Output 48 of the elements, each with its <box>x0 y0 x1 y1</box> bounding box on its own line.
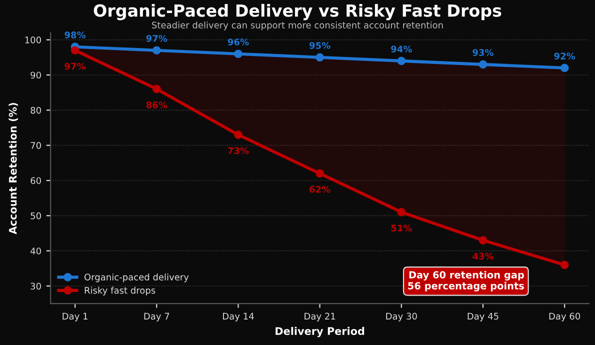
x-tick-label: Day 45 <box>468 312 498 322</box>
legend-label: Risky fast drops <box>84 286 156 296</box>
data-label: 97% <box>146 35 168 42</box>
y-tick-label: 70 <box>30 142 41 149</box>
x-tick-label: Day 7 <box>144 312 170 322</box>
legend-label: Organic-paced delivery <box>84 273 189 282</box>
x-tick-label: Day 30 <box>386 312 417 322</box>
point <box>478 60 488 69</box>
x-tick-label: Day 60 <box>549 312 580 322</box>
data-label: 96% <box>228 38 249 46</box>
y-tick-label: 60 <box>30 177 41 184</box>
x-axis-title: Delivery Period <box>276 326 364 338</box>
x-tick-label: Day 14 <box>223 312 254 322</box>
point <box>316 53 324 62</box>
data-label: 95% <box>309 42 330 49</box>
data-label: 98% <box>64 32 86 38</box>
chart-subtitle: Steadier delivery can support more consistent account retention <box>152 22 443 30</box>
annotation: Day 60 retention gap 56 percentage points <box>408 270 524 292</box>
y-tick-label: 80 <box>30 106 41 114</box>
x-tick-label: Day 1 <box>62 312 88 322</box>
point <box>152 84 161 94</box>
data-label: 86% <box>146 102 168 108</box>
data-label: 93% <box>472 49 494 56</box>
data-label: 97% <box>64 62 86 70</box>
point <box>70 46 80 55</box>
point <box>234 130 242 139</box>
point <box>560 260 569 270</box>
point <box>397 208 406 216</box>
point <box>560 64 569 72</box>
data-label: 73% <box>228 147 249 154</box>
point <box>478 236 488 244</box>
data-label: 92% <box>554 52 576 60</box>
y-tick-label: 40 <box>30 248 41 254</box>
data-label: 43% <box>472 252 494 260</box>
point <box>397 56 406 66</box>
data-label: 62% <box>310 186 330 193</box>
y-tick-label: 90 <box>30 72 41 79</box>
data-label: 51% <box>391 224 412 232</box>
point <box>152 46 161 55</box>
data-label: 94% <box>391 46 412 52</box>
y-tick-label: 100 <box>25 36 41 44</box>
x-tick-label: Day 21 <box>304 312 336 322</box>
y-tick-label: 30 <box>30 282 41 290</box>
y-tick-label: 50 <box>30 212 41 220</box>
point <box>234 50 242 58</box>
y-axis-title: Account Retention (%) <box>8 102 18 234</box>
point <box>316 169 324 178</box>
chart-title: Organic-Paced Delivery vs Risky Fast Drops <box>94 4 502 20</box>
